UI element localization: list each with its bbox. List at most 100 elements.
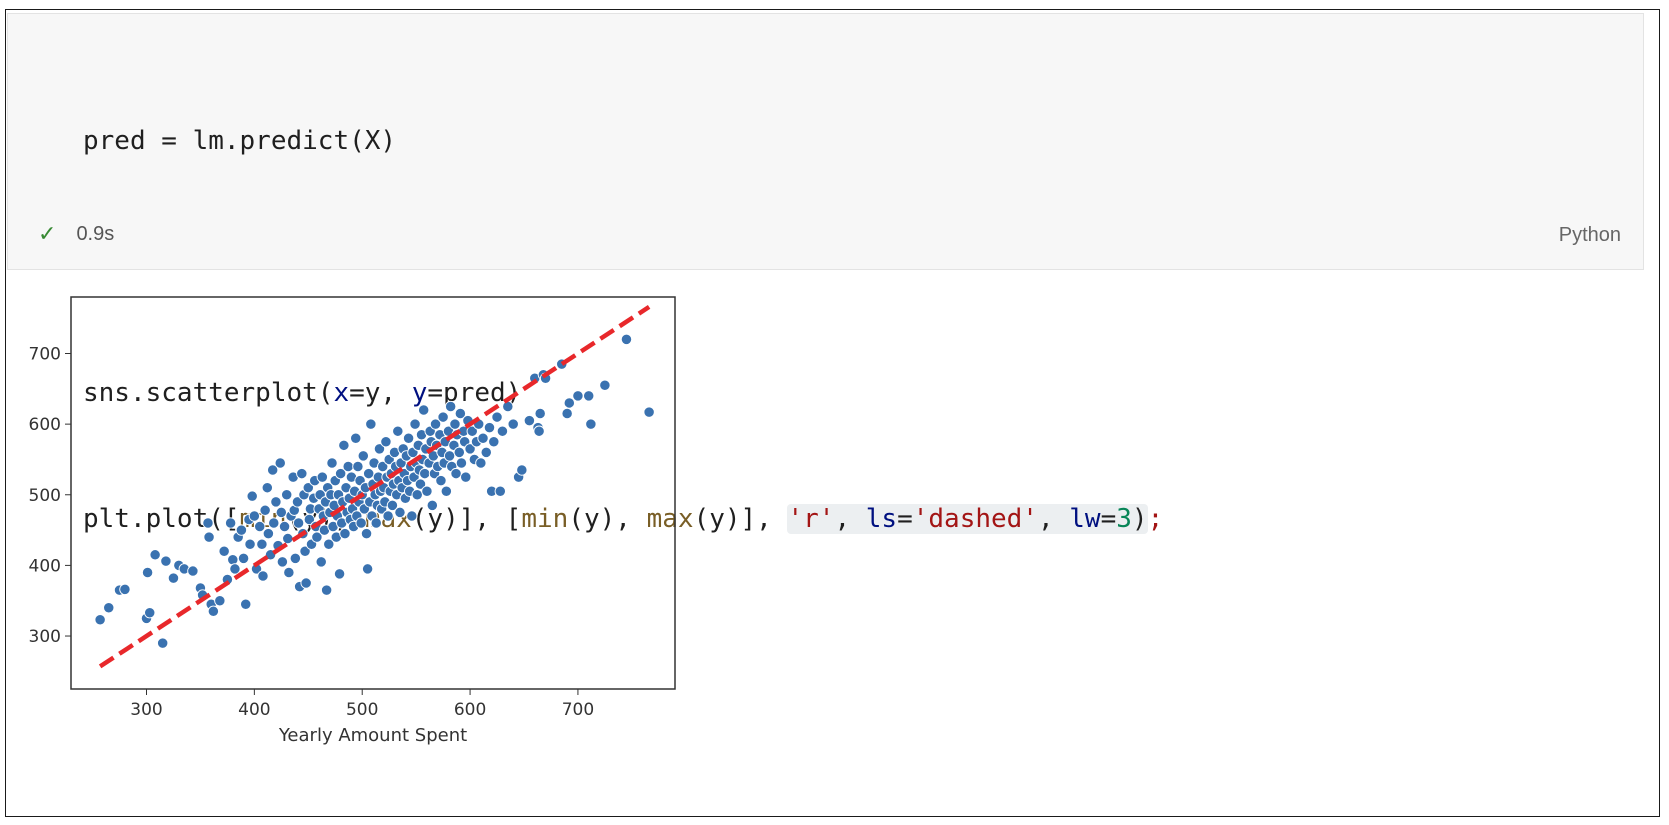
- scatter-point: [157, 637, 169, 649]
- x-tick-label: 600: [454, 700, 486, 720]
- reference-line: [98, 305, 651, 669]
- scatter-point: [141, 566, 154, 579]
- scatter-point: [339, 527, 351, 540]
- code-line-1: pred = lm.predict(X): [83, 120, 1163, 162]
- scatter-point: [488, 436, 500, 448]
- code-editor[interactable]: pred = lm.predict(X) sns.scatterplot(x=y…: [83, 36, 1163, 624]
- scatter-point: [572, 390, 584, 402]
- scatter-point: [167, 572, 180, 584]
- scatter-point: [523, 414, 536, 427]
- code-line-2: [83, 246, 1163, 288]
- scatter-point: [449, 418, 461, 430]
- scatter-point: [240, 598, 252, 610]
- param-y: y: [411, 378, 428, 408]
- language-label[interactable]: Python: [1558, 224, 1621, 246]
- scatter-point: [585, 418, 597, 430]
- scatter-point: [365, 418, 377, 430]
- scatter-point: [254, 520, 266, 533]
- y-tick-label: 300: [29, 627, 61, 647]
- scatter-point: [326, 457, 338, 469]
- scatter-point: [357, 450, 369, 462]
- scatter-point: [561, 407, 573, 420]
- scatter-point: [300, 577, 312, 589]
- code-text: pred = lm.predict(X): [83, 126, 397, 156]
- scatter-point: [494, 485, 506, 497]
- scatter-point: [392, 425, 404, 437]
- scatter-point: [261, 482, 273, 494]
- scatter-point: [466, 425, 478, 437]
- scatter-point: [534, 407, 546, 420]
- plot-frame: [70, 296, 676, 690]
- scatter-point: [445, 400, 457, 413]
- code-cell[interactable]: pred = lm.predict(X) sns.scatterplot(x=y…: [7, 13, 1644, 534]
- scatter-point: [257, 570, 269, 582]
- scatter-point: [276, 556, 289, 568]
- fn-min: min: [521, 504, 569, 534]
- scatter-point: [320, 584, 333, 596]
- code-text: plt.plot([: [83, 504, 240, 534]
- scatter-point: [426, 499, 438, 512]
- code-line-3: sns.scatterplot(x=y, y=pred): [83, 372, 1163, 414]
- scatter-point: [342, 460, 354, 473]
- check-icon: ✓: [38, 221, 57, 246]
- param-lw: lw: [1069, 504, 1101, 534]
- scatter-point: [323, 538, 335, 550]
- scatter-point: [355, 517, 367, 529]
- x-axis-ticks: 300 400 500 600 700: [130, 689, 594, 720]
- scatter-point: [454, 407, 467, 420]
- scatter-point: [475, 457, 487, 469]
- scatter-point: [443, 450, 456, 462]
- y-axis-ticks: 300 400 500 600 700: [29, 345, 71, 647]
- scatter-point: [421, 485, 433, 497]
- scatter-point: [414, 478, 427, 490]
- x-axis-label: Yearly Amount Spent: [278, 725, 467, 746]
- param-ls: ls: [865, 504, 898, 534]
- scatter-point: [480, 446, 492, 459]
- scatter-point: [281, 489, 293, 501]
- execution-status: ✓ 0.9s: [38, 219, 114, 249]
- scatter-point: [202, 517, 214, 529]
- scatter-point: [338, 439, 350, 451]
- scatter-point: [516, 464, 528, 476]
- scatter-point: [350, 432, 362, 444]
- x-tick-label: 500: [346, 700, 378, 720]
- scatter-point: [464, 443, 476, 455]
- scatter-point: [160, 555, 172, 567]
- scatter-point: [502, 400, 514, 413]
- y-tick-label: 400: [29, 556, 61, 576]
- scatter-point: [419, 467, 431, 480]
- code-text: (y),: [568, 504, 647, 534]
- scatter-point: [620, 333, 633, 346]
- code-semicolon: ;: [1147, 504, 1164, 534]
- code-text: ,: [834, 504, 866, 534]
- cell-output: 300 400 500 600 700 300 400 500 600 700 Yearly A…: [10, 283, 730, 803]
- scatter-point: [370, 517, 382, 529]
- scatter-point: [94, 614, 106, 626]
- y-tick-label: 700: [29, 345, 61, 365]
- scatter-point: [302, 482, 314, 494]
- scatter-point: [453, 446, 465, 459]
- scatter-point: [334, 467, 347, 480]
- x-tick-label: 400: [238, 700, 270, 720]
- scatter-point: [411, 489, 423, 501]
- code-text: =y,: [349, 378, 412, 408]
- string-dashed: 'dashed': [912, 504, 1038, 534]
- scatter-point: [274, 457, 286, 469]
- scatter-point: [289, 552, 301, 564]
- code-text: sns.scatterplot(: [83, 378, 334, 408]
- scatter-point: [380, 436, 392, 448]
- code-line-4: plt.plot([min(y), max(y)], [min(y), max(…: [83, 498, 1163, 540]
- scatter-point: [268, 517, 280, 529]
- scatter-point: [311, 531, 323, 543]
- scatter-point: [283, 566, 295, 579]
- x-tick-label: 300: [130, 700, 162, 720]
- scatter-point: [149, 549, 161, 561]
- execution-time: 0.9s: [76, 222, 115, 245]
- scatter-point: [224, 517, 237, 529]
- scatter-point: [144, 607, 156, 619]
- scatter-point: [599, 379, 611, 391]
- string-r: 'r': [787, 504, 835, 534]
- scatter-point: [491, 411, 503, 423]
- scatter-point: [256, 538, 268, 550]
- scatter-point: [203, 531, 215, 543]
